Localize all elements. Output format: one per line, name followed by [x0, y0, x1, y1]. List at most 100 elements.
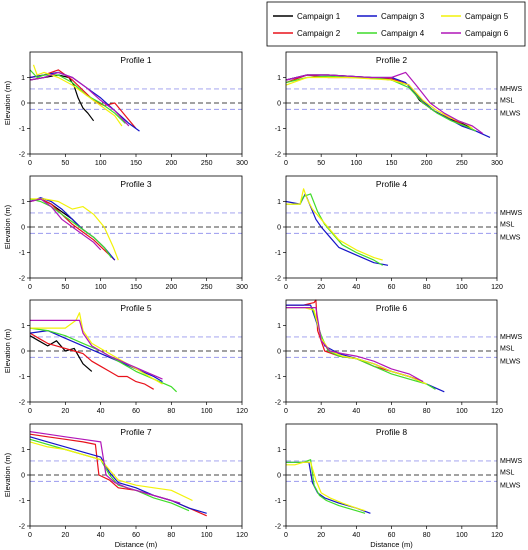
x-tick-label: 20 [317, 284, 325, 291]
x-tick-label: 80 [167, 408, 175, 415]
series-line-campaign-6 [29, 71, 130, 127]
x-tick-label: 100 [95, 284, 107, 291]
x-tick-label: 60 [388, 284, 396, 291]
panel-title: Profile 3 [120, 179, 151, 189]
series-line-campaign-3 [286, 304, 445, 393]
ref-label-mlws: MLWS [500, 482, 521, 489]
y-tick-label: 1 [21, 75, 25, 82]
series-line-campaign-4 [29, 327, 178, 393]
panel-8: 0 20 40 60 80 100 120 -2 -1 0 1 Profile 8 Distance (… [275, 423, 522, 549]
panel-title: Profile 1 [120, 55, 151, 65]
x-tick-label: 200 [421, 160, 433, 167]
legend-box [266, 1, 526, 47]
x-tick-label: 20 [317, 408, 325, 415]
x-tick-label: 100 [201, 532, 213, 539]
ref-label-msl: MSL [500, 222, 515, 229]
x-tick-label: 150 [386, 160, 398, 167]
y-tick-label: -2 [275, 276, 281, 283]
y-tick-label: 1 [277, 447, 281, 454]
series-line-campaign-6 [29, 198, 102, 251]
x-tick-label: 50 [61, 160, 69, 167]
x-tick-label: 250 [456, 160, 468, 167]
series-line-campaign-6 [30, 319, 163, 380]
ref-label-mlws: MLWS [500, 110, 521, 117]
y-tick-label: -1 [19, 498, 25, 505]
panel-7: 0 20 40 60 80 100 120 -2 -1 0 1 Profile 7 Elevation … [3, 423, 248, 549]
x-tick-label: 60 [388, 532, 396, 539]
x-tick-label: 50 [317, 160, 325, 167]
x-tick-label: 120 [236, 532, 248, 539]
x-tick-label: 120 [491, 284, 503, 291]
series-line-campaign-3 [285, 74, 491, 138]
series-line-campaign-5 [29, 441, 193, 502]
y-tick-label: -2 [19, 524, 25, 531]
y-tick-label: 1 [21, 323, 25, 330]
x-tick-label: 60 [132, 532, 140, 539]
x-tick-label: 150 [130, 284, 142, 291]
panel-title: Profile 8 [376, 427, 407, 437]
series-line-campaign-3 [29, 197, 116, 261]
x-tick-label: 40 [97, 532, 105, 539]
series-line-campaign-3 [29, 330, 163, 383]
x-tick-label: 60 [388, 408, 396, 415]
x-tick-label: 200 [165, 284, 177, 291]
y-tick-label: -1 [275, 498, 281, 505]
series-line-campaign-5 [286, 188, 383, 261]
y-tick-label: -1 [19, 126, 25, 133]
series-line-campaign-1 [29, 74, 95, 122]
x-tick-label: 20 [61, 532, 69, 539]
x-tick-label: 0 [28, 160, 32, 167]
x-tick-label: 300 [491, 160, 503, 167]
series-line-campaign-4 [29, 198, 112, 258]
y-tick-label: -1 [19, 374, 25, 381]
series-line-campaign-1 [285, 74, 473, 130]
series-line-campaign-2 [29, 332, 155, 390]
y-tick-label: -2 [275, 152, 281, 159]
ref-label-mlws: MLWS [500, 234, 521, 241]
x-tick-label: 0 [28, 532, 32, 539]
y-axis-label: Elevation (m) [3, 452, 12, 497]
panel-1: 0 50 100 150 200 250 300 -2 -1 0 1 Profile 1 Elevati… [3, 51, 248, 167]
x-tick-label: 80 [167, 532, 175, 539]
panel-title: Profile 2 [376, 55, 407, 65]
x-tick-label: 80 [423, 284, 431, 291]
ref-label-mhws: MHWS [500, 86, 522, 93]
panel-title: Profile 6 [376, 303, 407, 313]
x-tick-label: 100 [201, 408, 213, 415]
x-tick-label: 100 [456, 284, 468, 291]
series-line-campaign-3 [29, 71, 140, 132]
ref-label-mlws: MLWS [500, 358, 521, 365]
series-line-campaign-4 [29, 438, 190, 512]
ref-label-mhws: MHWS [500, 210, 522, 217]
panel-title: Profile 7 [120, 427, 151, 437]
x-tick-label: 80 [423, 532, 431, 539]
series-line-campaign-5 [286, 307, 427, 385]
y-axis-label: Elevation (m) [3, 328, 12, 373]
y-tick-label: 0 [277, 225, 281, 232]
panel-2: 0 50 100 150 200 250 300 -2 -1 0 1 Profile 2 MHWS MSL… [275, 51, 522, 167]
y-tick-label: 0 [277, 473, 281, 480]
x-tick-label: 0 [28, 284, 32, 291]
y-tick-label: -1 [19, 250, 25, 257]
series-line-campaign-4 [286, 307, 436, 390]
x-tick-label: 150 [130, 160, 142, 167]
x-tick-label: 0 [284, 284, 288, 291]
y-tick-label: 0 [21, 473, 25, 480]
legend-label-campaign-3: Campaign 3 [381, 12, 425, 21]
x-tick-label: 80 [423, 408, 431, 415]
x-tick-label: 120 [491, 532, 503, 539]
y-tick-label: -2 [19, 276, 25, 283]
series-line-campaign-3 [285, 193, 389, 266]
x-tick-label: 0 [284, 408, 288, 415]
y-tick-label: -1 [275, 374, 281, 381]
series-line-campaign-4 [285, 75, 477, 132]
x-tick-label: 40 [97, 408, 105, 415]
x-tick-label: 60 [132, 408, 140, 415]
legend-label-campaign-5: Campaign 5 [465, 12, 509, 21]
y-axis-label: Elevation (m) [3, 204, 12, 249]
series-line-campaign-1 [29, 335, 93, 372]
x-tick-label: 100 [456, 532, 468, 539]
x-tick-label: 250 [201, 160, 213, 167]
y-tick-label: 1 [21, 447, 25, 454]
